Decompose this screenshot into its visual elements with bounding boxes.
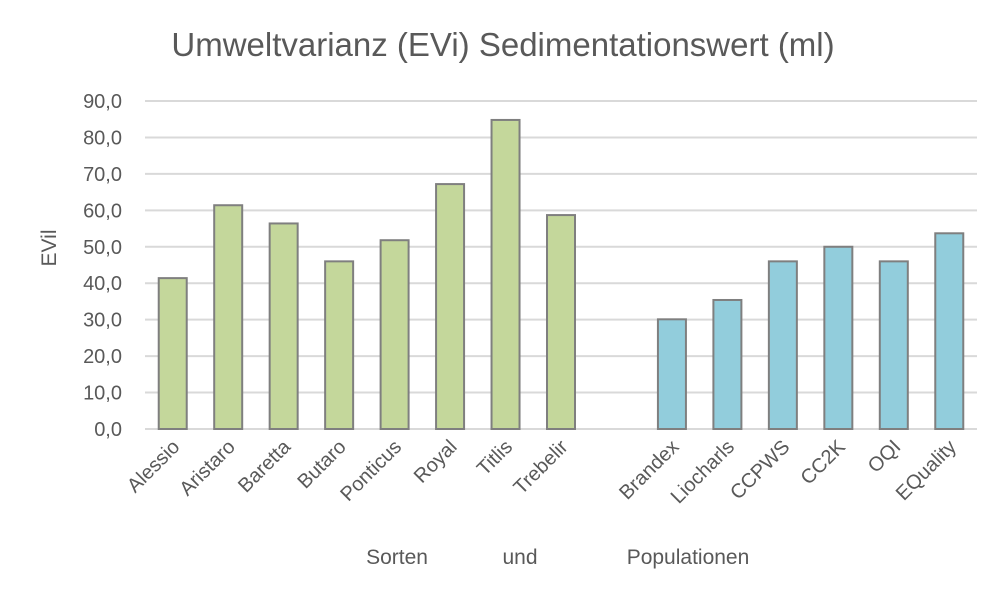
y-tick-label: 40,0: [83, 273, 122, 295]
bar-alessio: [157, 277, 188, 430]
chart-title: Umweltvarianz (EVi) Sedimentationswert (…: [171, 26, 834, 63]
x-tick-label: Alessio: [123, 436, 184, 497]
x-tick-label: OQI: [864, 436, 905, 477]
bar-ponticus: [379, 239, 410, 430]
bar-butaro: [324, 260, 355, 430]
y-tick-label: 90,0: [83, 91, 122, 113]
x-tick-label: Trebelir: [510, 436, 573, 499]
x-tick-label: Ponticus: [336, 436, 406, 506]
bar-oqi: [878, 260, 909, 430]
y-tick-label: 60,0: [83, 200, 122, 222]
x-tick-label: EQuality: [892, 436, 961, 505]
x-tick-label: Titlis: [473, 436, 517, 480]
x-axis-label-populationen: Populationen: [627, 546, 750, 569]
x-tick-label: Aristaro: [175, 436, 239, 500]
bar-baretta: [268, 222, 299, 430]
x-tick-label: Royal: [410, 436, 462, 488]
y-tick-label: 0,0: [94, 419, 122, 441]
x-tick-label: CC2K: [797, 436, 851, 490]
bar-trebelir: [546, 214, 576, 430]
bar-ccpws: [767, 260, 798, 430]
bar-cc2k: [823, 245, 854, 430]
bar-liocharls: [712, 298, 743, 430]
bar-equality: [934, 232, 965, 430]
y-tick-label: 80,0: [83, 127, 122, 149]
bar-royal: [435, 183, 466, 430]
bar-brandex: [656, 318, 687, 430]
x-tick-label: Baretta: [234, 435, 296, 497]
x-axis-label-sorten: Sorten: [366, 546, 428, 569]
y-tick-label: 10,0: [83, 383, 122, 405]
x-axis-label-und: und: [502, 546, 537, 569]
y-tick-label: 20,0: [83, 346, 122, 368]
y-tick-label: 50,0: [83, 237, 122, 259]
y-axis-label: EVil: [38, 230, 61, 267]
x-tick-label: CCPWS: [726, 436, 794, 504]
y-tick-label: 30,0: [83, 310, 122, 332]
bar-aristaro: [213, 204, 244, 430]
y-tick-label: 70,0: [83, 164, 122, 186]
bar-titlis: [490, 118, 521, 430]
